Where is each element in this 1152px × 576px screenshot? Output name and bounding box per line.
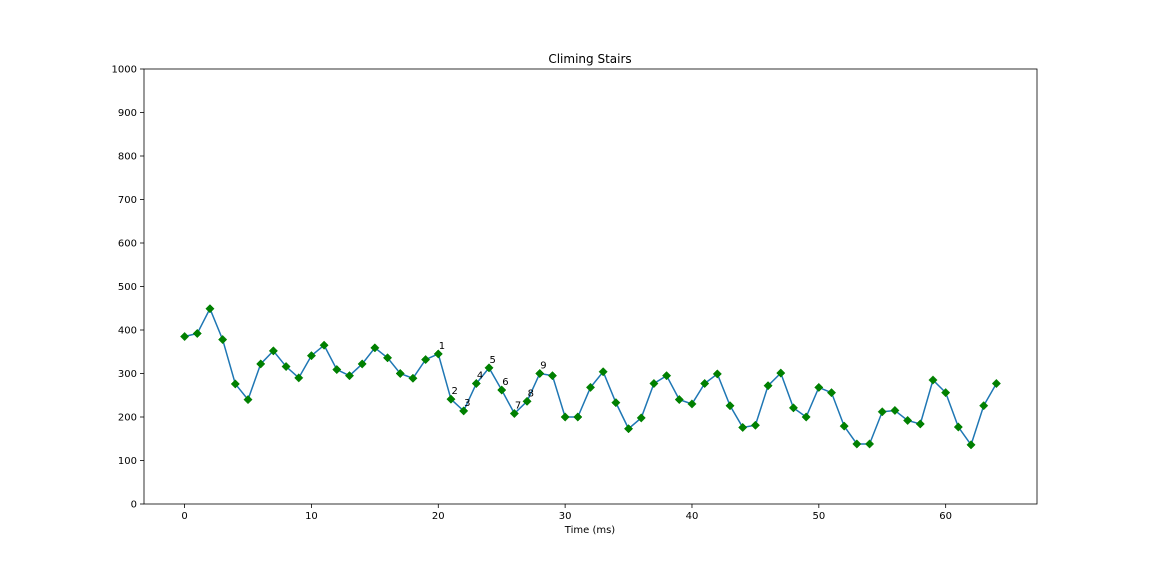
data-point bbox=[814, 382, 824, 392]
data-point bbox=[687, 399, 697, 409]
data-point bbox=[471, 378, 481, 389]
point-annotation: 4 bbox=[477, 371, 483, 382]
data-point bbox=[306, 351, 316, 361]
data-point bbox=[497, 385, 507, 395]
data-point bbox=[966, 440, 976, 450]
y-tick-label: 1000 bbox=[112, 65, 137, 76]
data-point bbox=[294, 373, 304, 383]
data-point bbox=[370, 343, 380, 353]
data-point bbox=[256, 359, 266, 369]
data-point bbox=[547, 371, 557, 381]
data-point bbox=[522, 396, 532, 406]
data-point bbox=[788, 403, 799, 413]
x-tick-label: 30 bbox=[559, 511, 572, 522]
data-point bbox=[725, 401, 735, 411]
y-tick-label: 200 bbox=[118, 413, 137, 424]
x-axis-label: Time (ms) bbox=[564, 525, 616, 536]
data-point bbox=[649, 378, 659, 389]
data-point bbox=[560, 412, 570, 422]
x-tick-label: 40 bbox=[686, 511, 699, 522]
data-point bbox=[662, 371, 672, 381]
point-annotation: 7 bbox=[515, 401, 521, 412]
data-point bbox=[268, 346, 278, 356]
y-tick-label: 800 bbox=[118, 152, 137, 163]
data-point bbox=[611, 398, 621, 408]
data-point bbox=[573, 412, 583, 422]
data-point bbox=[712, 369, 722, 379]
data-point bbox=[979, 401, 989, 411]
data-point bbox=[357, 359, 367, 369]
data-point bbox=[180, 331, 190, 342]
data-point bbox=[433, 349, 443, 359]
chart-title: Climing Stairs bbox=[548, 52, 631, 66]
y-tick-label: 700 bbox=[118, 195, 137, 206]
data-point bbox=[915, 419, 925, 429]
point-annotation: 5 bbox=[490, 355, 496, 366]
data-point bbox=[421, 355, 431, 365]
y-tick-label: 900 bbox=[118, 108, 137, 119]
point-annotation: 8 bbox=[528, 388, 534, 399]
x-tick-label: 50 bbox=[812, 511, 825, 522]
data-point bbox=[865, 439, 875, 449]
data-point bbox=[243, 395, 253, 405]
data-point bbox=[459, 406, 469, 416]
point-annotation: 6 bbox=[502, 377, 508, 388]
data-point bbox=[230, 379, 240, 389]
data-point bbox=[839, 421, 849, 431]
data-point bbox=[395, 368, 405, 379]
point-annotation: 9 bbox=[540, 361, 546, 372]
data-point bbox=[928, 375, 938, 385]
data-point bbox=[408, 373, 418, 383]
data-point bbox=[509, 408, 519, 419]
data-point bbox=[953, 422, 963, 432]
data-point bbox=[890, 405, 900, 416]
data-point bbox=[484, 363, 494, 373]
data-point bbox=[877, 407, 887, 417]
x-tick-label: 10 bbox=[305, 511, 318, 522]
y-tick-label: 300 bbox=[118, 369, 137, 380]
axes-frame bbox=[143, 68, 1038, 505]
x-tick-label: 20 bbox=[432, 511, 445, 522]
data-point bbox=[382, 353, 393, 363]
y-tick-label: 100 bbox=[118, 456, 137, 467]
y-tick-label: 0 bbox=[131, 500, 137, 511]
data-point bbox=[826, 388, 837, 398]
y-tick-label: 600 bbox=[118, 239, 137, 250]
data-point bbox=[750, 420, 760, 430]
data-point bbox=[344, 371, 355, 381]
data-point bbox=[991, 378, 1001, 389]
x-tick-label: 60 bbox=[939, 511, 952, 522]
data-point bbox=[281, 361, 291, 372]
x-tick-label: 0 bbox=[181, 511, 187, 522]
data-point bbox=[674, 395, 684, 405]
data-point bbox=[776, 368, 786, 378]
series-line bbox=[184, 306, 998, 447]
data-point bbox=[192, 328, 202, 339]
data-point bbox=[319, 340, 329, 350]
data-point bbox=[218, 335, 228, 345]
point-annotation: 2 bbox=[451, 386, 457, 397]
data-point bbox=[852, 439, 862, 449]
plot-area: 0 10 20 30 40 50 60010020030040050060070080090… bbox=[112, 65, 1038, 522]
data-point bbox=[205, 304, 215, 314]
data-point bbox=[738, 422, 748, 432]
point-annotation: 1 bbox=[439, 341, 445, 352]
y-tick-label: 500 bbox=[118, 282, 137, 293]
data-point bbox=[585, 382, 596, 392]
data-point bbox=[941, 388, 951, 398]
point-annotation: 3 bbox=[464, 398, 470, 409]
data-point bbox=[801, 412, 811, 422]
data-point bbox=[700, 378, 710, 389]
data-point bbox=[598, 367, 608, 377]
data-point bbox=[332, 365, 342, 375]
data-point bbox=[535, 368, 545, 379]
data-point bbox=[636, 413, 646, 423]
data-point bbox=[903, 415, 913, 426]
data-point bbox=[763, 381, 773, 391]
y-tick-label: 400 bbox=[118, 326, 137, 337]
data-point bbox=[446, 394, 456, 404]
data-point bbox=[624, 424, 634, 434]
